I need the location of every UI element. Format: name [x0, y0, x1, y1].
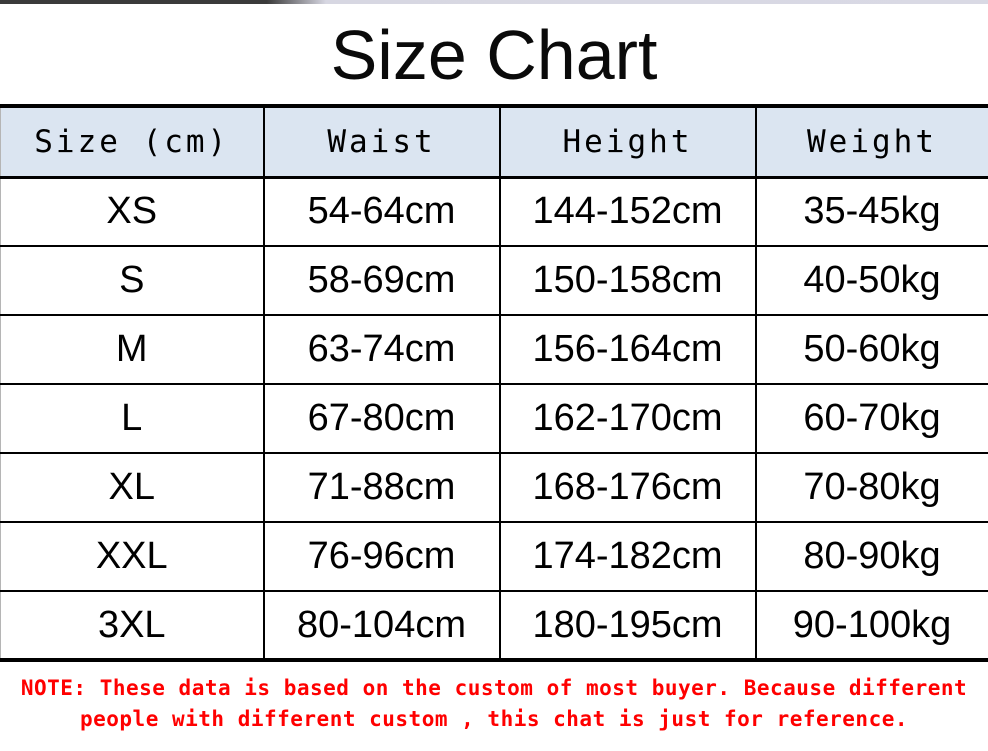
- cell-waist: 76-96cm: [262, 522, 500, 592]
- cell-size: XXL: [0, 522, 264, 592]
- cell-height: 180-195cm: [498, 591, 756, 662]
- cell-size: 3XL: [0, 591, 264, 662]
- cell-height: 168-176cm: [498, 453, 756, 523]
- cell-weight: 80-90kg: [754, 522, 988, 592]
- table-header-row: Size (cm) Waist Height Weight: [0, 104, 988, 179]
- cell-height: 174-182cm: [498, 522, 756, 592]
- cell-waist: 54-64cm: [262, 177, 500, 247]
- table-row: S 58-69cm 150-158cm 40-50kg: [0, 246, 988, 316]
- page-title: Size Chart: [330, 16, 658, 94]
- column-header-size: Size (cm): [0, 104, 264, 179]
- cell-waist: 71-88cm: [262, 453, 500, 523]
- cell-size: L: [0, 384, 264, 454]
- cell-size: M: [0, 315, 264, 385]
- cell-size: XS: [0, 177, 264, 247]
- column-header-waist: Waist: [262, 104, 500, 179]
- column-header-height: Height: [498, 104, 756, 179]
- note-line-2: people with different custom , this chat…: [79, 707, 908, 731]
- cell-weight: 50-60kg: [754, 315, 988, 385]
- table-row: XXL 76-96cm 174-182cm 80-90kg: [0, 522, 988, 592]
- cell-height: 150-158cm: [498, 246, 756, 316]
- cell-waist: 63-74cm: [262, 315, 500, 385]
- cell-size: S: [0, 246, 264, 316]
- cell-weight: 60-70kg: [754, 384, 988, 454]
- column-header-weight: Weight: [754, 104, 988, 179]
- cell-waist: 80-104cm: [262, 591, 500, 662]
- table-row: M 63-74cm 156-164cm 50-60kg: [0, 315, 988, 385]
- top-edge-divider: [0, 0, 988, 4]
- table-row: XS 54-64cm 144-152cm 35-45kg: [0, 177, 988, 247]
- cell-waist: 58-69cm: [262, 246, 500, 316]
- cell-height: 162-170cm: [498, 384, 756, 454]
- table-row: XL 71-88cm 168-176cm 70-80kg: [0, 453, 988, 523]
- cell-weight: 90-100kg: [754, 591, 988, 662]
- cell-waist: 67-80cm: [262, 384, 500, 454]
- size-chart-table: Size (cm) Waist Height Weight XS 54-64cm…: [0, 104, 988, 662]
- cell-weight: 40-50kg: [754, 246, 988, 316]
- cell-size: XL: [0, 453, 264, 523]
- cell-weight: 35-45kg: [754, 177, 988, 247]
- cell-weight: 70-80kg: [754, 453, 988, 523]
- cell-height: 144-152cm: [498, 177, 756, 247]
- note-section: NOTE: These data is based on the custom …: [0, 662, 988, 746]
- cell-height: 156-164cm: [498, 315, 756, 385]
- table-row: 3XL 80-104cm 180-195cm 90-100kg: [0, 591, 988, 662]
- title-section: Size Chart: [0, 0, 988, 104]
- note-line-1: NOTE: These data is based on the custom …: [20, 675, 968, 700]
- table-row: L 67-80cm 162-170cm 60-70kg: [0, 384, 988, 454]
